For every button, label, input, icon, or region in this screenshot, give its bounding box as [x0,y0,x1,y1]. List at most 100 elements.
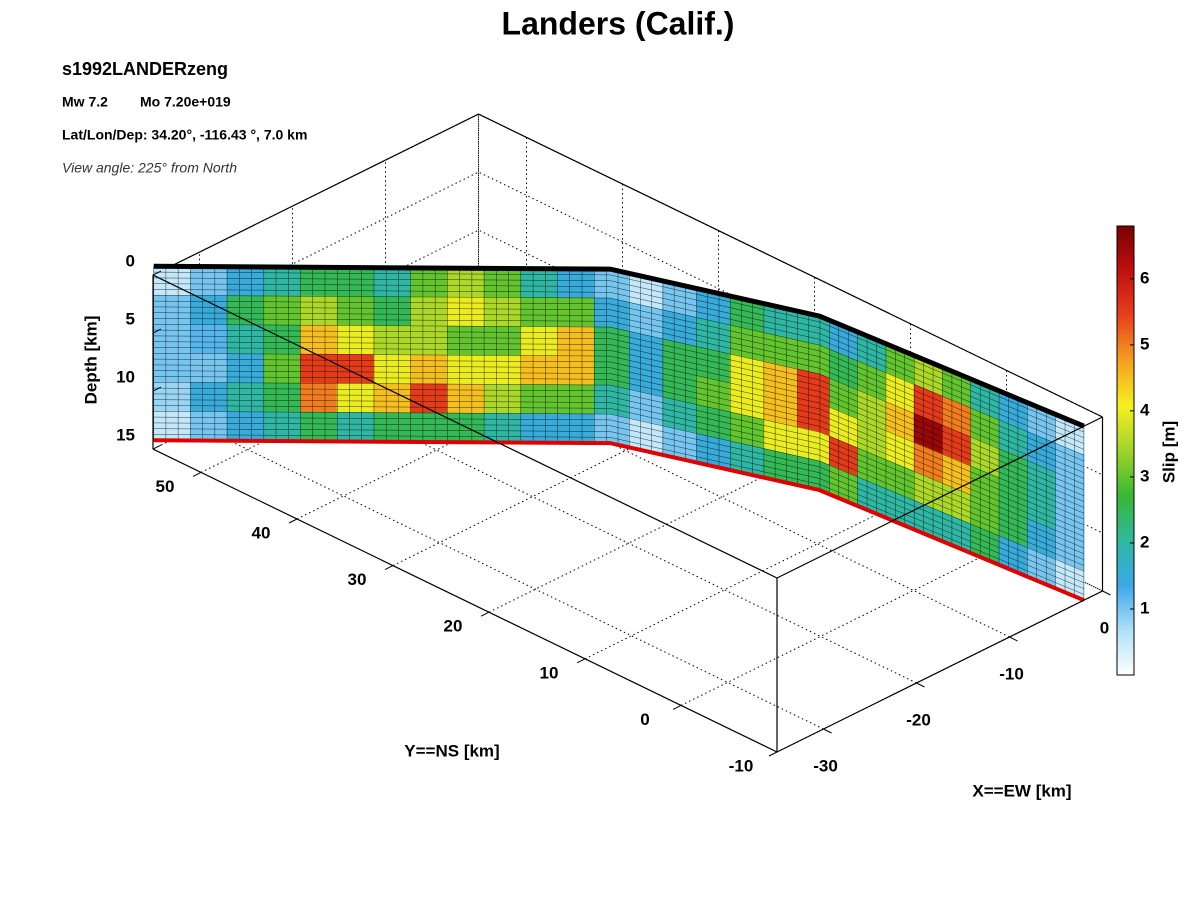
chart-title: Landers (Calif.) [502,5,735,41]
view-angle: View angle: 225° from North [62,160,237,176]
slip-cell [520,384,558,415]
slip-cell [336,266,375,298]
colorbar [1116,225,1135,676]
mesh-line [153,382,1084,543]
subtitle: s1992LANDERzeng [62,59,228,79]
slip-cell [336,382,375,414]
y-tick [480,611,490,617]
slip-cell [446,325,485,356]
slip-cell [373,267,412,298]
mesh-line [153,405,1084,566]
moment: Mo 7.20e+019 [140,94,231,110]
fault-bottom [153,438,1085,603]
slip-cell [263,266,301,297]
x-tick-label: -30 [813,756,838,775]
slip-cell [300,411,338,442]
colorbar-tick-label: 2 [1140,532,1149,551]
slip-cell [520,355,558,386]
x-tick [916,682,925,688]
slip-cell [373,383,412,414]
slip-cell [483,296,522,328]
z-tick [152,386,162,392]
mesh-line [153,318,1084,479]
x-tick-label: -10 [999,664,1024,683]
slip-cell [153,323,191,354]
slip-cell [373,412,412,443]
slip-cell [263,295,301,326]
x-tick [1102,590,1111,596]
slip-cell [373,325,412,356]
mesh-line [153,376,1084,537]
y-tick [384,565,394,571]
x-tick-label: -20 [906,710,931,729]
slip-cell [593,297,630,332]
slip-cell [226,353,265,384]
mesh-line [153,364,1084,526]
mesh-line [153,416,1084,578]
slip-cell [410,354,448,385]
slip-cell [557,297,595,328]
slip-cell [226,324,265,355]
z-tick-label: 15 [116,426,135,445]
slip-cell [226,382,265,413]
slip-cell [336,295,375,327]
y-tick [192,471,202,477]
front-layer: 0 -10 -20 -30 -10 0 10 20 30 40 50 0 5 10 15 1 2 3 4 5 6 [116,225,1150,775]
slip-cell [520,326,558,357]
slip-cell [557,268,595,299]
mesh-line [153,306,1084,468]
slip-cell [410,325,448,356]
slip-cell [520,268,558,299]
mesh-line [153,324,1084,485]
z-axis-label: Depth [km] [81,316,100,405]
colorbar-label: Slip [m] [1159,421,1178,483]
slip-cell [263,382,301,413]
colorbar-tick-label: 5 [1140,334,1149,353]
slip-cell [557,326,595,357]
z-tick [152,328,162,334]
slip-cell [263,411,301,442]
mesh-line [153,358,1084,520]
y-tick-label: 50 [156,477,175,496]
mesh-line [153,399,1084,560]
mesh-line [153,347,1084,508]
y-axis-label: Y==NS [km] [404,741,499,760]
slip-cell [226,266,265,297]
y-tick-label: 30 [348,570,367,589]
y-tick-label: 0 [640,710,649,729]
slip-cell [557,384,595,415]
colorbar-tick-label: 6 [1140,268,1149,287]
z-tick [152,444,162,450]
slip-cell [557,355,595,386]
slip-cell [189,353,228,384]
slip-cell [410,412,448,443]
slip-cell [593,326,630,361]
mesh-line [153,312,1084,473]
mesh-line [153,353,1084,514]
slip-cell [410,267,448,298]
y-tick-label: 40 [252,523,271,542]
slip-cell [189,266,228,297]
slip-cell [520,413,558,444]
fault-top [153,263,1085,429]
slip-cell [226,411,265,442]
box-edge [152,113,1103,418]
slip-cell [336,324,375,356]
mesh-line [153,271,1084,433]
slip-cell [520,297,558,328]
y-tick-label: 10 [540,663,559,682]
colorbar-tick-label: 3 [1140,466,1149,485]
mesh-line [153,277,1084,439]
z-tick-label: 0 [126,252,135,271]
mesh-line [153,393,1084,555]
slip-cell [483,354,522,386]
y-tick [576,658,586,664]
slip-cell [483,325,522,357]
y-tick [672,704,682,710]
slip-cell [557,413,595,444]
slip-cell [300,382,338,413]
slip-cell [483,383,522,415]
mesh-line [153,428,1084,589]
x-tick [1009,636,1018,642]
